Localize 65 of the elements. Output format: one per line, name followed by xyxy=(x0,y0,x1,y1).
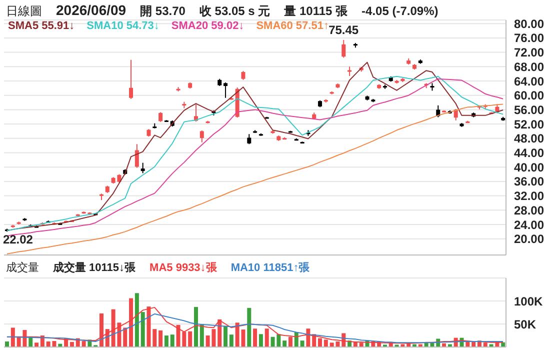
text: SMA20 59.02↓ xyxy=(171,20,244,32)
bar xyxy=(5,341,9,347)
bar xyxy=(253,328,258,347)
y-tick-label: 32.00 xyxy=(514,189,544,204)
bar xyxy=(258,334,263,347)
y-tick-label: 48.00 xyxy=(514,132,544,146)
y-tick-label: 60.00 xyxy=(514,88,544,103)
y-tick-label: 52.00 xyxy=(514,117,544,132)
line-series xyxy=(6,313,504,344)
bar xyxy=(448,344,452,347)
y-tick-label: 80.00 xyxy=(514,16,544,31)
y-tick-label: 56.00 xyxy=(514,102,544,117)
y-tick-label: 68.00 xyxy=(514,60,544,74)
y-tick-label: 44.00 xyxy=(514,146,544,160)
text: MA5 9933↓張 xyxy=(150,261,217,275)
candlestick xyxy=(247,134,252,145)
bar xyxy=(152,329,157,347)
text: 開 53.70 xyxy=(140,3,186,20)
y-tick-label: 36.00 xyxy=(514,174,544,189)
annotation: 75.45 xyxy=(328,22,359,37)
text: 成交量 10115↓張 xyxy=(53,260,136,275)
candlestick xyxy=(129,59,134,100)
y-tick-label: 50K xyxy=(514,317,536,332)
text: -4.05 (-7.09%) xyxy=(362,4,438,18)
y-tick-label: 40.00 xyxy=(514,160,544,174)
candlestick xyxy=(342,39,346,58)
text: SMA60 57.51↑ xyxy=(256,20,329,32)
text: MA10 11851↑張 xyxy=(230,261,310,275)
candlestick xyxy=(224,82,228,98)
y-tick-label: 20.00 xyxy=(514,232,544,246)
bar xyxy=(489,344,494,347)
bar xyxy=(170,334,174,347)
bar xyxy=(224,326,228,347)
bar xyxy=(300,340,304,347)
text: 量 10115 張 xyxy=(284,3,348,20)
y-tick-label: 76.00 xyxy=(514,31,544,46)
annotation: 22.02 xyxy=(2,232,34,247)
bar xyxy=(140,312,145,347)
chart-title: 日線圖 xyxy=(6,3,42,20)
y-tick-label: 72.00 xyxy=(514,46,544,60)
bar xyxy=(229,334,234,347)
bar xyxy=(164,336,168,347)
text: 收 53.05 s 元 xyxy=(199,3,270,20)
bar xyxy=(247,308,252,347)
candlestick xyxy=(200,130,204,143)
chart-subtitle: 2026/06/09 xyxy=(56,2,126,18)
bar xyxy=(34,342,39,347)
bar xyxy=(10,328,15,347)
candlestick xyxy=(134,144,139,168)
text: SMA5 55.91↓ xyxy=(8,20,75,32)
bar xyxy=(412,344,417,347)
y-tick-label: 24.00 xyxy=(514,218,544,232)
bar xyxy=(158,330,163,347)
y-tick-label: 64.00 xyxy=(514,74,544,88)
bar xyxy=(194,306,198,347)
bar xyxy=(123,328,128,347)
candlestick xyxy=(140,162,145,174)
candlestick xyxy=(348,66,352,76)
bar xyxy=(282,340,287,347)
y-tick-label: 28.00 xyxy=(514,203,544,218)
bar xyxy=(134,293,139,347)
candlestick xyxy=(158,112,163,122)
text: SMA10 54.73↓ xyxy=(86,20,160,32)
chart-title: 成交量 xyxy=(6,260,39,275)
y-tick-label: 100K xyxy=(514,294,544,308)
